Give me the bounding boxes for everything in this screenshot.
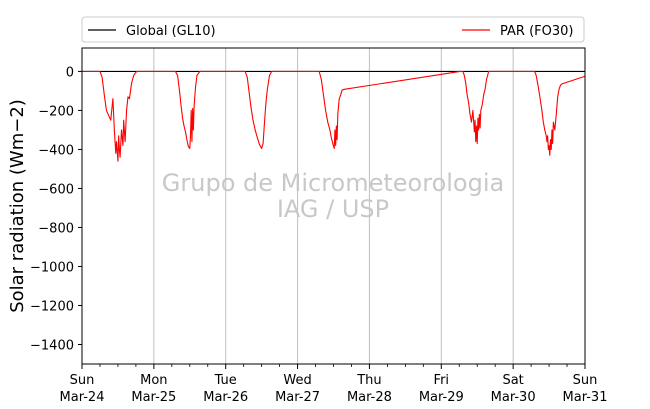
x-tick-date: Mar-31 xyxy=(563,390,608,405)
x-tick-weekday: Mon xyxy=(140,373,167,388)
y-axis: 0 −200 −400 −600 −800 −1000 −1200 −1400 xyxy=(30,65,82,353)
x-tick-weekday: Sun xyxy=(70,373,95,388)
x-tick-date: Mar-28 xyxy=(347,390,392,405)
x-tick-weekday: Sun xyxy=(573,373,598,388)
x-tick-weekday: Fri xyxy=(434,373,450,388)
legend-label-par: PAR (FO30) xyxy=(500,24,573,39)
legend-label-global: Global (GL10) xyxy=(126,24,216,39)
y-tick-label: −1200 xyxy=(30,299,74,314)
watermark-line-1: Grupo de Micrometeorologia xyxy=(162,169,504,197)
legend: Global (GL10) PAR (FO30) xyxy=(81,16,585,43)
x-tick-date: Mar-25 xyxy=(131,390,176,405)
y-tick-label: −1000 xyxy=(30,260,74,275)
plot-area: Grupo de Micrometeorologia IAG / USP xyxy=(81,47,586,365)
y-tick-label: −800 xyxy=(38,221,74,236)
y-tick-label: −600 xyxy=(38,182,74,197)
y-tick-label: −400 xyxy=(38,143,74,158)
y-tick-label: −200 xyxy=(38,104,74,119)
x-tick-weekday: Tue xyxy=(214,373,237,388)
vertical-gridlines xyxy=(153,48,514,364)
x-tick-date: Mar-27 xyxy=(275,390,320,405)
x-tick-date: Mar-24 xyxy=(60,390,105,405)
y-tick-label: 0 xyxy=(66,65,74,80)
series-line-par-fo30 xyxy=(82,70,586,162)
x-tick-weekday: Wed xyxy=(283,373,311,388)
x-tick-date: Mar-29 xyxy=(419,390,464,405)
x-tick-weekday: Sat xyxy=(502,373,523,388)
x-tick-weekday: Thu xyxy=(356,373,381,388)
y-axis-title: Solar radiation (Wm−2) xyxy=(7,99,28,313)
plot-background xyxy=(82,48,585,364)
legend-frame xyxy=(81,16,585,43)
x-tick-date: Mar-26 xyxy=(203,390,248,405)
watermark: Grupo de Micrometeorologia IAG / USP xyxy=(162,169,504,223)
watermark-line-2: IAG / USP xyxy=(277,195,389,223)
x-tick-date: Mar-30 xyxy=(491,390,536,405)
y-tick-label: −1400 xyxy=(30,338,74,353)
series-layer xyxy=(82,70,586,162)
x-axis: Sun Mar-24 Mon Mar-25 Tue Mar-26 Wed Mar-27 Thu M… xyxy=(60,364,608,405)
